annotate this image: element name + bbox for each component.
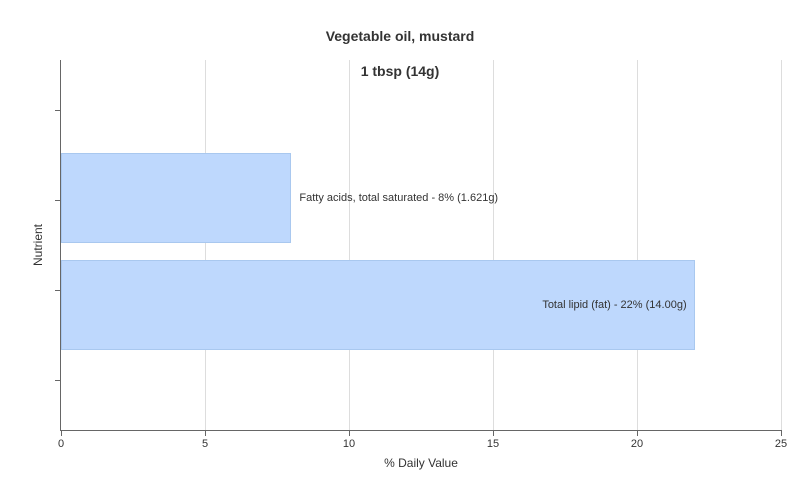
bar-0 bbox=[61, 153, 291, 243]
x-axis-label: % Daily Value bbox=[61, 456, 781, 470]
bar-1 bbox=[61, 260, 695, 350]
x-tick-label: 20 bbox=[631, 438, 643, 450]
gridline bbox=[493, 60, 494, 430]
gridline bbox=[781, 60, 782, 430]
x-tick bbox=[61, 430, 62, 436]
x-tick-label: 0 bbox=[58, 438, 64, 450]
x-tick-label: 5 bbox=[202, 438, 208, 450]
bar-label-0: Fatty acids, total saturated - 8% (1.621… bbox=[299, 192, 498, 204]
nutrient-chart: Vegetable oil, mustard 1 tbsp (14g) Nutr… bbox=[0, 0, 800, 500]
plot-area: Nutrient % Daily Value 0510152025Fatty a… bbox=[60, 60, 781, 431]
y-tick bbox=[55, 380, 61, 381]
x-tick-label: 10 bbox=[343, 438, 355, 450]
gridline bbox=[205, 60, 206, 430]
y-axis-label: Nutrient bbox=[31, 224, 45, 266]
x-tick-label: 25 bbox=[775, 438, 787, 450]
gridline bbox=[637, 60, 638, 430]
x-tick bbox=[349, 430, 350, 436]
y-tick bbox=[55, 110, 61, 111]
gridline bbox=[349, 60, 350, 430]
x-tick-label: 15 bbox=[487, 438, 499, 450]
chart-title-line1: Vegetable oil, mustard bbox=[326, 28, 475, 44]
x-tick bbox=[781, 430, 782, 436]
x-tick bbox=[637, 430, 638, 436]
x-tick bbox=[493, 430, 494, 436]
x-tick bbox=[205, 430, 206, 436]
